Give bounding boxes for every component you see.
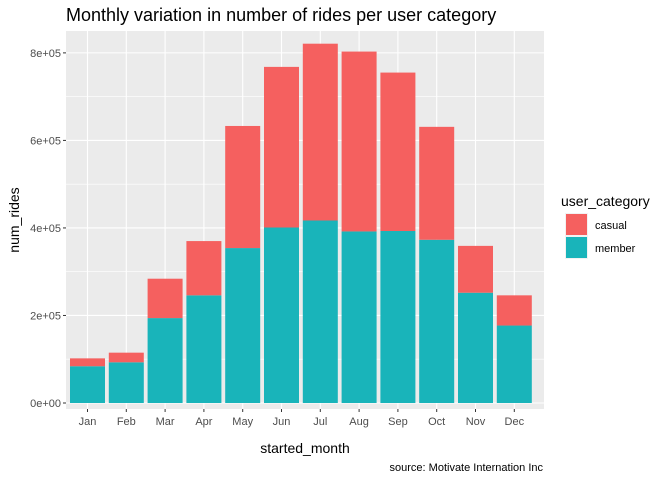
chart-title: Monthly variation in number of rides per… xyxy=(66,5,496,25)
legend-label-casual: casual xyxy=(595,220,627,232)
x-tick-label: Feb xyxy=(117,416,136,428)
legend-label-member: member xyxy=(595,243,636,255)
bar-casual-mar xyxy=(147,278,183,319)
legend-swatch-member xyxy=(566,237,587,258)
bar-casual-nov xyxy=(458,245,493,293)
bar-casual-oct xyxy=(419,126,455,240)
bar-member-feb xyxy=(108,362,144,403)
bar-casual-feb xyxy=(108,352,144,363)
legend-title: user_category xyxy=(561,193,650,209)
x-tick-label: Jan xyxy=(79,416,97,428)
bar-member-jun xyxy=(264,227,299,403)
y-tick-label: 0e+00 xyxy=(30,398,61,410)
bar-member-apr xyxy=(186,295,222,403)
x-tick-label: Jul xyxy=(313,416,327,428)
bar-casual-apr xyxy=(186,241,222,296)
bar-casual-aug xyxy=(341,51,377,232)
y-tick-label: 4e+05 xyxy=(30,223,61,235)
bars xyxy=(70,43,532,403)
bar-casual-dec xyxy=(496,295,532,326)
x-tick-label: Sep xyxy=(388,416,408,428)
bar-casual-sep xyxy=(380,72,416,232)
y-tick-label: 6e+05 xyxy=(30,135,61,147)
bar-member-aug xyxy=(341,231,377,403)
x-axis: Jan Feb Mar Apr May Jun Jul Aug Sep Oct Nov Dec xyxy=(79,409,525,428)
bar-member-jul xyxy=(302,220,338,403)
y-tick-label: 8e+05 xyxy=(30,48,61,60)
x-tick-label: Dec xyxy=(505,416,525,428)
x-tick-label: Mar xyxy=(156,416,175,428)
bar-member-jan xyxy=(70,366,105,403)
bar-member-dec xyxy=(496,325,532,403)
bar-member-oct xyxy=(419,239,455,403)
x-axis-title: started_month xyxy=(260,440,350,456)
x-tick-label: Aug xyxy=(349,416,369,428)
x-tick-label: Apr xyxy=(195,416,212,428)
bar-casual-jun xyxy=(264,66,299,228)
bar-member-nov xyxy=(458,292,493,403)
legend-swatch-casual xyxy=(566,214,587,235)
y-axis: 0e+00 2e+05 4e+05 6e+05 8e+05 xyxy=(30,48,66,410)
bar-casual-may xyxy=(225,125,261,249)
x-tick-label: Oct xyxy=(428,416,445,428)
bar-member-sep xyxy=(380,231,416,403)
x-tick-label: Nov xyxy=(466,416,486,428)
y-tick-label: 2e+05 xyxy=(30,310,61,322)
legend: user_category casual member xyxy=(561,193,650,259)
bar-member-may xyxy=(225,248,261,403)
bar-casual-jul xyxy=(302,43,338,221)
x-tick-label: May xyxy=(232,416,253,428)
caption: source: Motivate Internation Inc xyxy=(390,462,544,474)
bar-casual-jan xyxy=(70,358,105,367)
y-axis-title: num_rides xyxy=(6,187,22,252)
x-tick-label: Jun xyxy=(273,416,291,428)
bar-member-mar xyxy=(147,318,183,403)
